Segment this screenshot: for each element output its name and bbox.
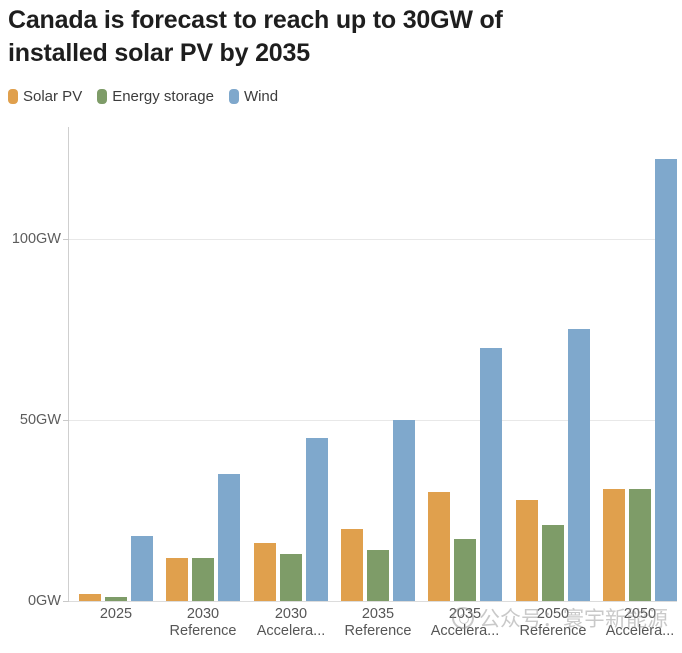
legend-label-energy-storage: Energy storage (112, 88, 214, 105)
legend-label-wind: Wind (243, 88, 279, 105)
y-tick-100 (63, 238, 69, 240)
bar-solar-pv-2050-reference (516, 500, 538, 601)
bar-energy-storage-2035-reference (367, 550, 389, 601)
y-tick-label-0: 0GW (27, 593, 61, 609)
legend-item-wind: Wind (228, 88, 279, 105)
chart-title: Canada is forecast to reach up to 30GW o… (8, 4, 668, 70)
y-gridline-0 (69, 600, 677, 602)
chart-title-line1: Canada is forecast to reach up to 30GW o… (8, 6, 503, 34)
x-tick-label-2050-accelerated: 2050 Accelera... (605, 606, 675, 639)
bar-energy-storage-2030-reference (192, 558, 214, 601)
chart-title-line2: installed solar PV by 2035 (8, 39, 310, 67)
x-tick-label-2030-reference: 2030 Reference (169, 606, 237, 639)
bar-energy-storage-2050-accelerated (629, 489, 651, 601)
y-gridline-100 (69, 238, 677, 240)
bar-energy-storage-2050-reference (542, 525, 564, 601)
y-tick-label-100: 100GW (11, 231, 61, 247)
bar-energy-storage-2030-accelerated (280, 554, 302, 601)
x-tick-label-2035-accelerated: 2035 Accelera... (430, 606, 500, 639)
bar-wind-2030-reference (218, 474, 240, 601)
x-tick-label-2025: 2025 (99, 606, 133, 622)
y-axis-line (68, 127, 69, 601)
bar-wind-2035-reference (393, 420, 415, 601)
legend-swatch-solar-pv-icon (8, 89, 18, 104)
y-gridline-50 (69, 419, 677, 421)
bar-solar-pv-2030-accelerated (254, 543, 276, 601)
legend-label-solar-pv: Solar PV (23, 88, 83, 105)
bar-wind-2030-accelerated (306, 438, 328, 601)
y-tick-0 (63, 600, 69, 602)
y-tick-label-50: 50GW (19, 412, 61, 428)
bar-solar-pv-2030-reference (166, 558, 188, 601)
y-tick-50 (63, 419, 69, 421)
bar-energy-storage-2035-accelerated (454, 539, 476, 601)
bar-wind-2025 (131, 536, 153, 601)
bar-energy-storage-2025 (105, 597, 127, 601)
legend-item-energy-storage: Energy storage (97, 88, 214, 105)
bar-wind-2050-reference (568, 329, 590, 601)
x-tick-label-2035-reference: 2035 Reference (344, 606, 412, 639)
legend-swatch-wind-icon (228, 89, 239, 104)
bar-solar-pv-2025 (79, 594, 101, 601)
bar-solar-pv-2050-accelerated (603, 489, 625, 601)
x-tick-label-2050-reference: 2050 Reference (519, 606, 587, 639)
x-tick-label-2030-accelerated: 2030 Accelera... (256, 606, 326, 639)
bar-solar-pv-2035-accelerated (428, 492, 450, 601)
legend-swatch-energy-storage-icon (97, 89, 108, 104)
bar-solar-pv-2035-reference (341, 529, 363, 601)
chart-legend: Solar PV Energy storage Wind (8, 88, 278, 105)
bar-wind-2050-accelerated (655, 159, 677, 601)
legend-item-solar-pv: Solar PV (8, 88, 82, 105)
bar-wind-2035-accelerated (480, 348, 502, 601)
